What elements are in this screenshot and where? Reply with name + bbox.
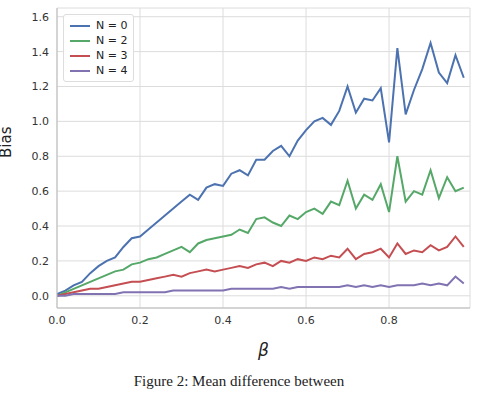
svg-text:Bias: Bias bbox=[8, 126, 15, 158]
html-text:N = 0: N = 0 bbox=[96, 19, 128, 32]
svg-text:1.6: 1.6 bbox=[32, 11, 50, 24]
svg-text:1.2: 1.2 bbox=[32, 80, 50, 93]
svg-text:0.8: 0.8 bbox=[380, 314, 398, 327]
svg-text:0.2: 0.2 bbox=[131, 314, 149, 327]
html-text:N = 4: N = 4 bbox=[96, 64, 128, 77]
svg-text:0.8: 0.8 bbox=[32, 150, 50, 163]
svg-text:0.4: 0.4 bbox=[32, 220, 50, 233]
svg-text:0.6: 0.6 bbox=[297, 314, 315, 327]
svg-text:β: β bbox=[257, 340, 269, 360]
svg-text:1.4: 1.4 bbox=[32, 46, 50, 59]
html-text:N = 3: N = 3 bbox=[96, 49, 128, 62]
html-text:N = 2: N = 2 bbox=[96, 34, 128, 47]
svg-text:0.0: 0.0 bbox=[48, 314, 66, 327]
svg-text:0.6: 0.6 bbox=[32, 185, 50, 198]
svg-text:1.0: 1.0 bbox=[32, 115, 50, 128]
svg-text:0.2: 0.2 bbox=[32, 255, 50, 268]
html-text:Figure 2: Mean difference betw: Figure 2: Mean difference between bbox=[133, 373, 345, 389]
svg-text:0.0: 0.0 bbox=[32, 290, 50, 303]
svg-text:0.4: 0.4 bbox=[214, 314, 232, 327]
